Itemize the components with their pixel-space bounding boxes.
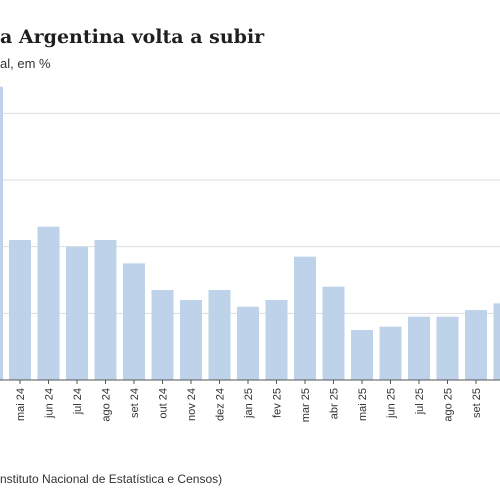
- x-tick-label-0: mai 24: [15, 388, 27, 421]
- chart-source: nstituto Nacional de Estatística e Censo…: [0, 472, 223, 486]
- x-tick-label-13: jun 25: [386, 388, 398, 419]
- bar-17: [493, 303, 500, 380]
- bar-3: [94, 240, 117, 380]
- x-tick-label-14: jul 25: [414, 388, 426, 415]
- x-tick-label-10: mar 25: [300, 388, 312, 422]
- x-tick-label-1: jun 24: [44, 388, 56, 419]
- bar-4: [123, 263, 145, 380]
- bar-2: [66, 246, 88, 380]
- bar-partial: [0, 86, 3, 381]
- bar-9: [265, 300, 288, 380]
- x-tick-label-12: mai 25: [357, 388, 369, 421]
- x-axis: [0, 379, 500, 384]
- bar-13: [379, 326, 402, 380]
- bar-16: [465, 310, 487, 380]
- x-tick-label-11: abr 25: [329, 388, 341, 419]
- x-tick-label-2: jul 24: [72, 388, 84, 415]
- bar-10: [294, 256, 316, 380]
- bar-14: [408, 316, 430, 380]
- x-tick-label-16: set 25: [471, 388, 483, 418]
- x-tick-label-5: out 24: [158, 388, 170, 419]
- bar-5: [151, 290, 174, 380]
- x-tick-label-7: dez 24: [215, 388, 227, 421]
- x-tick-labels: mai 24 jun 24 jul 24 ago 24 set 24 out 24 nov …: [15, 388, 500, 422]
- chart-subtitle: al, em %: [0, 56, 51, 71]
- x-tick-label-6: nov 24: [186, 388, 198, 421]
- bar-11: [322, 286, 345, 380]
- bar-12: [351, 330, 373, 380]
- bar-15: [436, 316, 459, 380]
- x-tick-label-3: ago 24: [101, 388, 113, 422]
- bar-8: [237, 306, 259, 380]
- x-tick-label-15: ago 25: [443, 388, 455, 422]
- bar-6: [180, 300, 202, 380]
- x-tick-label-4: set 24: [129, 388, 141, 418]
- chart-title: a Argentina volta a subir: [0, 26, 265, 48]
- x-tick-label-8: jan 25: [243, 388, 255, 419]
- bar-7: [208, 290, 231, 380]
- bars: [0, 86, 500, 381]
- bar-0: [9, 240, 31, 380]
- bar-1: [37, 226, 60, 380]
- x-tick-label-9: fev 25: [272, 388, 284, 418]
